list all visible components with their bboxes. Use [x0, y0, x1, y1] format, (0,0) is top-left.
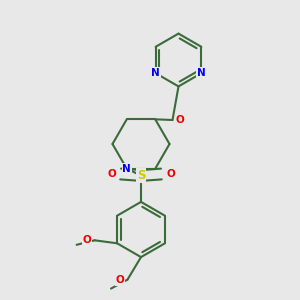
Text: N: N [151, 68, 160, 78]
Text: O: O [166, 169, 175, 179]
Text: S: S [137, 169, 145, 182]
Text: O: O [176, 115, 184, 125]
Text: O: O [83, 235, 92, 245]
Text: O: O [116, 275, 124, 285]
Text: N: N [197, 68, 206, 78]
Text: O: O [107, 169, 116, 179]
Text: N: N [122, 164, 131, 174]
